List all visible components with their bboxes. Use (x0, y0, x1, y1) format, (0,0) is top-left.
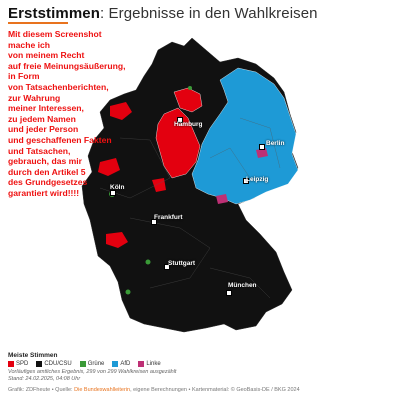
linke-berlin-region (256, 148, 268, 158)
overlay-line: zur Wahrung (8, 92, 61, 103)
spd-ruhr-region (98, 158, 120, 176)
muenchen-marker (226, 290, 232, 296)
legend-title: Meiste Stimmen (8, 352, 58, 359)
legend-note-date: Stand: 24.02.2025, 04:08 Uhr (8, 376, 81, 382)
header: Erststimmen: Ergebnisse in den Wahlkreis… (0, 0, 400, 26)
city-label-stuttgart: Stuttgart (168, 260, 196, 267)
overlay-line: meiner Interessen, (8, 103, 84, 114)
map-svg (81, 37, 299, 333)
spd-saar-region (106, 232, 128, 248)
legend-label: CDU/CSU (44, 361, 72, 367)
city-label-hamburg: Hamburg (174, 121, 203, 128)
page-title: Erststimmen: Ergebnisse in den Wahlkreis… (8, 5, 318, 22)
legend-swatch (36, 361, 43, 367)
legend-label: SPD (16, 361, 29, 367)
koeln-marker (110, 190, 116, 196)
overlay-line: garantiert wird!!!! (8, 187, 80, 198)
legend-swatch (112, 361, 119, 367)
legend-items: SPD CDU/CSU Grüne AfD Linke (8, 361, 398, 367)
berlin-marker (259, 144, 265, 150)
overlay-line: und geschaffenen Fakten (8, 134, 112, 145)
overlay-line: Mit diesem Screenshot (8, 29, 102, 39)
footer-suffix: , eigene Berechnungen • Kartenmaterial: … (130, 387, 300, 393)
overlay-line: von meinem Recht (8, 50, 85, 61)
legend-item: Grüne (79, 361, 105, 367)
overlay-line: durch den Artikel 5 (8, 166, 86, 177)
overlay-line: mache ich (8, 39, 51, 50)
overlay-line: von Tatsachenberichten, (8, 81, 109, 92)
hamburg-marker (177, 117, 183, 123)
footer-credits: Grafik: ZDFheute • Quelle: Die Bundeswah… (8, 387, 300, 393)
city-label-leipzig: Leipzig (246, 176, 269, 183)
legend: Meiste Stimmen SPD CDU/CSU Grüne AfD Linke V… (8, 352, 398, 383)
legend-item: AfD (112, 361, 130, 367)
legend-note-status: Vorläufiges amtliches Ergebnis, 299 von … (8, 369, 177, 375)
frankfurt-marker (151, 219, 157, 225)
overlay-line: des Grundgesetzes (8, 177, 88, 188)
overlay-text-block: Mit diesem Screenshot mache ich von meinem… (8, 29, 178, 199)
city-label-muenchen: München (228, 282, 257, 289)
gruene-kiel-region (188, 86, 192, 90)
spd-kassel-region (152, 178, 166, 192)
footer-prefix: Grafik: ZDFheute • Quelle: (8, 387, 75, 393)
leipzig-marker (243, 178, 249, 184)
stuttgart-marker (164, 264, 170, 270)
legend-swatch (8, 361, 14, 367)
legend-label: Linke (146, 361, 161, 367)
legend-note: Vorläufiges amtliches Ergebnis, 299 von … (8, 369, 398, 383)
overlay-line: und jeder Person (8, 124, 79, 135)
source-link[interactable]: Die Bundeswahlleiterin (74, 387, 131, 393)
overlay-line: gebrauch, das mir (8, 156, 83, 167)
district-boundaries (99, 117, 281, 299)
city-label-frankfurt: Frankfurt (154, 214, 183, 221)
linke-leipzig-region (216, 194, 228, 204)
overlay-line: in Form (8, 71, 40, 82)
spd-emden-region (110, 102, 132, 120)
title-accent-line (8, 22, 68, 24)
spd-north-region (155, 107, 201, 179)
overlay-line: auf freie Meinungsäußerung, (8, 60, 126, 71)
afd-east-region (191, 67, 299, 205)
legend-swatch (79, 361, 86, 367)
gruene-freiburg-region (125, 289, 131, 295)
legend-label: Grüne (87, 361, 105, 367)
gruene-stuttgart-region (145, 259, 151, 265)
legend-item: CDU/CSU (36, 361, 72, 367)
legend-label: AfD (120, 361, 131, 367)
overlay-line: zu jedem Namen (8, 113, 76, 124)
legend-swatch (138, 361, 145, 367)
germany-electoral-map[interactable]: Hamburg Berlin Leipzig Köln Frankfurt St… (60, 28, 320, 346)
city-label-koeln: Köln (110, 184, 125, 191)
overlay-line: und Tatsachen, (8, 145, 71, 156)
legend-item: Linke (138, 361, 161, 367)
city-label-berlin: Berlin (266, 140, 285, 147)
legend-item: SPD (8, 361, 28, 367)
